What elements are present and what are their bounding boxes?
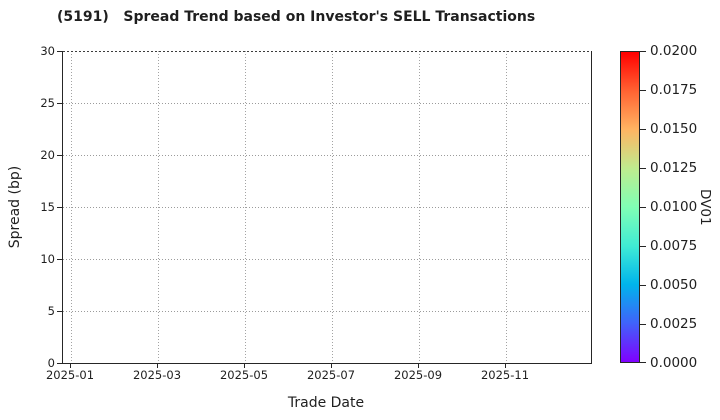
colorbar-tick-mark bbox=[640, 362, 646, 363]
colorbar-tick-label: 0.0125 bbox=[650, 160, 698, 176]
colorbar-tick-label: 0.0200 bbox=[650, 43, 698, 59]
x-tick-mark bbox=[157, 364, 158, 368]
y-gridline bbox=[63, 207, 591, 208]
plot-area bbox=[62, 51, 592, 364]
colorbar-tick-label: 0.0100 bbox=[650, 199, 698, 215]
colorbar-tick-mark bbox=[640, 51, 646, 52]
y-tick-label: 10 bbox=[40, 252, 55, 266]
colorbar-tick-label: 0.0175 bbox=[650, 82, 698, 98]
x-tick-mark bbox=[244, 364, 245, 368]
x-tick-label: 2025-03 bbox=[132, 368, 182, 382]
x-tick-label: 2025-01 bbox=[45, 368, 95, 382]
colorbar-tick-label: 0.0000 bbox=[650, 355, 698, 371]
y-tick-mark bbox=[57, 363, 62, 364]
y-tick-mark bbox=[57, 103, 62, 104]
colorbar-tick-mark bbox=[640, 90, 646, 91]
y-gridline bbox=[63, 259, 591, 260]
colorbar-tick-label: 0.0150 bbox=[650, 121, 698, 137]
y-gridline bbox=[63, 311, 591, 312]
y-gridline bbox=[63, 103, 591, 104]
y-tick-mark bbox=[57, 155, 62, 156]
colorbar-label: DV01 bbox=[697, 188, 713, 226]
x-tick-mark bbox=[418, 364, 419, 368]
colorbar-tick-mark bbox=[640, 207, 646, 208]
colorbar-tick-label: 0.0025 bbox=[650, 316, 698, 332]
y-tick-label: 25 bbox=[40, 96, 55, 110]
y-tick-mark bbox=[57, 311, 62, 312]
x-tick-mark bbox=[505, 364, 506, 368]
colorbar bbox=[620, 51, 640, 363]
colorbar-tick-mark bbox=[640, 168, 646, 169]
x-tick-label: 2025-09 bbox=[393, 368, 443, 382]
colorbar-tick-mark bbox=[640, 246, 646, 247]
colorbar-tick-mark bbox=[640, 324, 646, 325]
x-tick-label: 2025-07 bbox=[306, 368, 356, 382]
x-axis-label: Trade Date bbox=[287, 395, 365, 411]
chart-title: (5191) Spread Trend based on Investor's … bbox=[57, 9, 536, 25]
y-tick-label: 20 bbox=[40, 148, 55, 162]
colorbar-tick-label: 0.0050 bbox=[650, 277, 698, 293]
y-tick-label: 0 bbox=[47, 356, 55, 370]
colorbar-tick-label: 0.0075 bbox=[650, 238, 698, 254]
x-tick-mark bbox=[70, 364, 71, 368]
y-tick-label: 5 bbox=[47, 304, 55, 318]
y-tick-label: 15 bbox=[40, 200, 55, 214]
y-tick-label: 30 bbox=[40, 44, 55, 58]
x-tick-mark bbox=[331, 364, 332, 368]
colorbar-tick-mark bbox=[640, 129, 646, 130]
y-gridline bbox=[63, 155, 591, 156]
y-tick-mark bbox=[57, 51, 62, 52]
y-tick-mark bbox=[57, 259, 62, 260]
x-tick-label: 2025-05 bbox=[219, 368, 269, 382]
y-tick-mark bbox=[57, 207, 62, 208]
x-tick-label: 2025-11 bbox=[480, 368, 530, 382]
colorbar-tick-mark bbox=[640, 285, 646, 286]
y-gridline bbox=[63, 51, 591, 52]
